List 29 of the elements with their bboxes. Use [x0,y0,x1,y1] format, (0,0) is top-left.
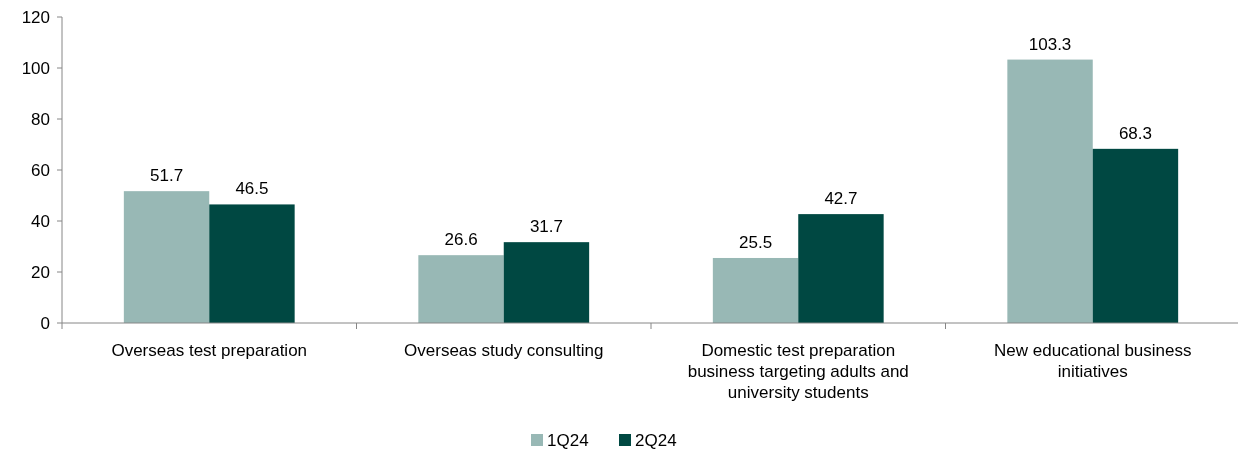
x-tick-label: New educational business initiatives [993,341,1192,381]
y-tick-label: 80 [31,109,50,129]
legend-label: 2Q24 [635,430,677,450]
bar [123,191,210,323]
data-label: 46.5 [235,179,269,199]
y-tick-label: 60 [31,160,50,180]
y-tick-label: 0 [40,313,50,333]
data-label: 31.7 [529,217,563,237]
y-tick-label: 20 [31,262,50,282]
x-tick-label: Overseas test preparation [111,341,308,360]
bar [503,242,590,323]
data-label: 103.3 [1028,34,1072,54]
bar [418,255,504,323]
data-label: 42.7 [824,189,858,209]
data-label: 51.7 [150,166,184,186]
x-tick-label: Domestic test preparation business targeting adults and university students [687,341,909,402]
bar [798,214,884,323]
y-tick-label: 120 [21,7,50,27]
y-tick-label: 40 [31,211,50,231]
legend-label: 1Q24 [547,430,589,450]
y-tick-label: 100 [21,58,50,78]
x-tick-label: Overseas study consulting [404,341,604,360]
bar [1007,59,1093,323]
bar [712,257,799,323]
bar [1092,148,1179,323]
data-label: 26.6 [444,230,478,250]
data-label: 25.5 [739,232,773,252]
data-label: 68.3 [1118,123,1152,143]
bar [209,204,295,323]
